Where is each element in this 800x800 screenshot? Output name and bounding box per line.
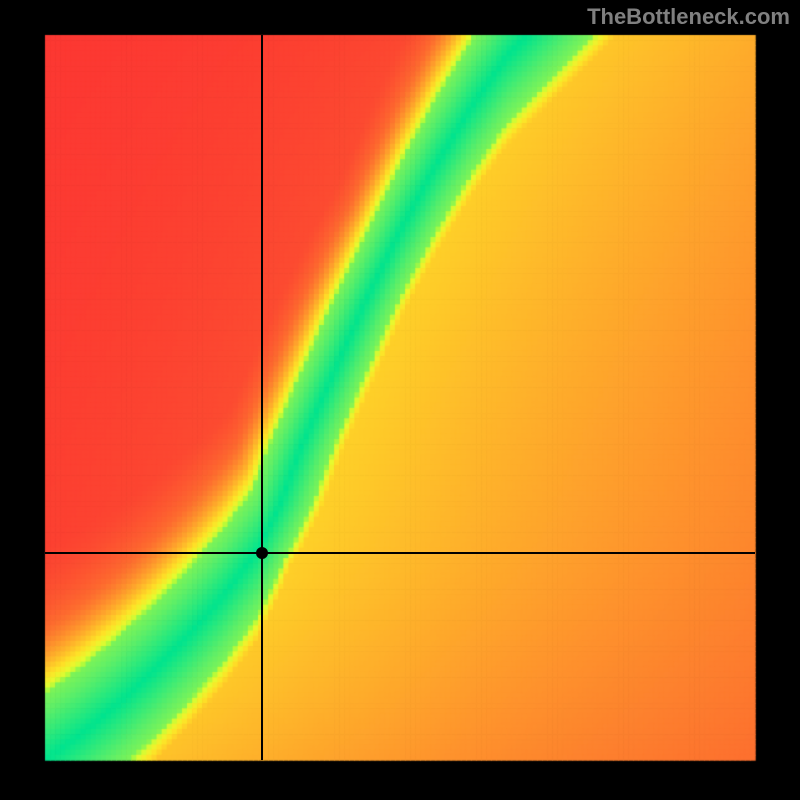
marker-point <box>256 547 268 559</box>
heatmap-canvas <box>0 0 800 800</box>
watermark-text: TheBottleneck.com <box>587 4 790 30</box>
crosshair-horizontal <box>45 552 755 554</box>
crosshair-vertical <box>261 35 263 760</box>
